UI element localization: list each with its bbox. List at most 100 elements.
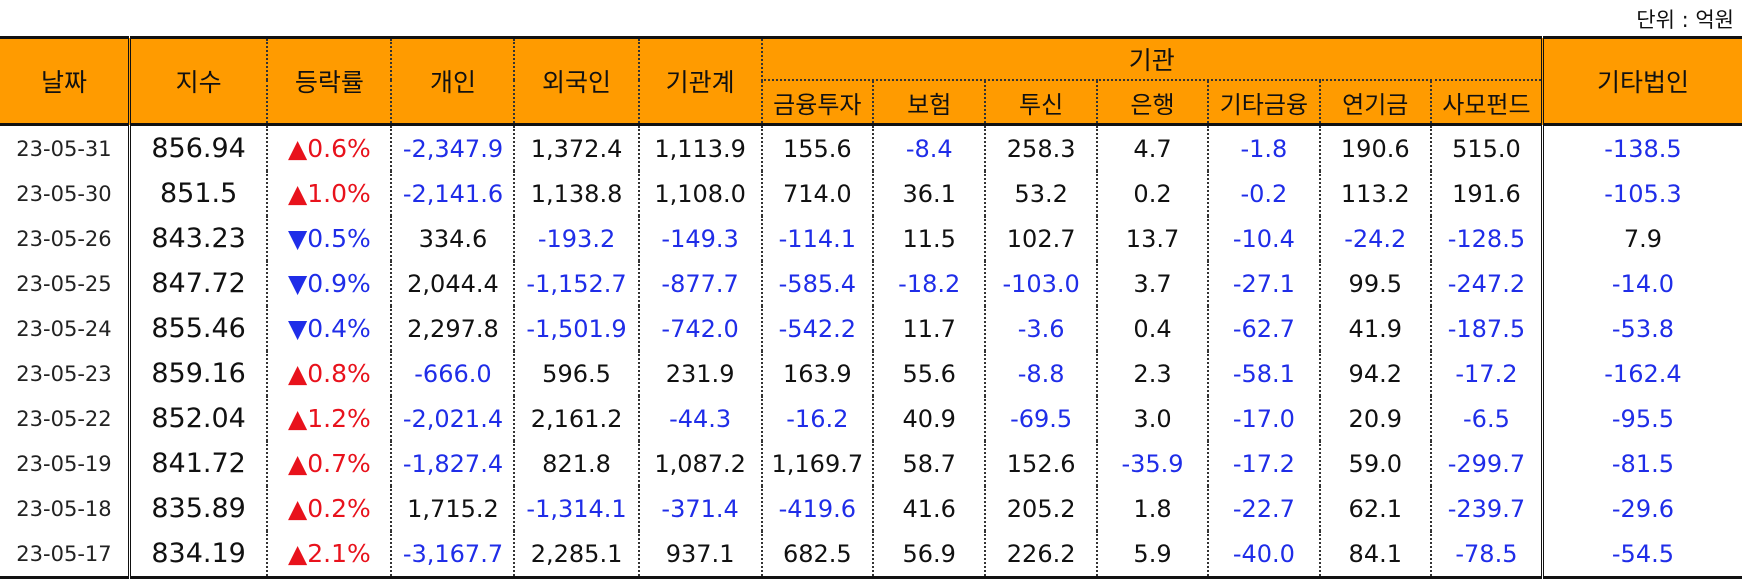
cell-institution-total: -877.7 [637,261,762,306]
cell-foreign: 821.8 [513,441,639,486]
cell-index: 841.72 [151,448,246,479]
cell-private-fund: -128.5 [1429,216,1543,261]
cell-individual: 2,044.4 [390,261,515,306]
unit-label: 단위 : 억원 [1636,8,1734,32]
cell-private-fund: -187.5 [1429,306,1543,351]
cell-financial-investment: 682.5 [760,531,874,578]
cell-insurance: 56.9 [872,531,986,578]
table-row: 23-05-31 856.94 ▲0.6% -2,347.9 1,372.4 1,113.… [0,124,1742,171]
cell-pension: 20.9 [1318,396,1431,441]
table-row: 23-05-17 834.19 ▲2.1% -3,167.7 2,285.1 937.1 6… [0,531,1742,578]
cell-other-finance: -40.0 [1207,531,1320,578]
cell-other-corp: -105.3 [1540,171,1742,216]
table-row: 23-05-22 852.04 ▲1.2% -2,021.4 2,161.2 -44.3-… [0,396,1742,441]
rate-value: 0.5% [307,224,371,253]
triangle-down-icon: ▼ [288,269,308,298]
rate-value: 0.6% [307,134,371,163]
cell-institution-total: -44.3 [637,396,762,441]
header-institution-group: 기관 [760,37,1543,81]
cell-investment-trust: -3.6 [984,306,1097,351]
rate-value: 0.4% [307,314,371,343]
cell-investment-trust: 53.2 [984,171,1097,216]
cell-foreign: -1,314.1 [513,486,639,531]
cell-rate: ▲0.7% [266,441,392,486]
cell-other-finance: -1.8 [1207,124,1320,171]
triangle-up-icon: ▲ [288,494,308,523]
cell-date: 23-05-25 [0,261,131,306]
cell-index: 843.23 [151,223,246,254]
header-insurance: 보험 [872,80,986,126]
header-rate: 등락률 [266,37,392,126]
cell-bank: 13.7 [1095,216,1209,261]
rate-value: 0.7% [307,449,371,478]
cell-pension: 59.0 [1318,441,1431,486]
rate-value: 0.8% [307,359,371,388]
cell-bank: -35.9 [1095,441,1209,486]
cell-other-corp: -53.8 [1540,306,1742,351]
cell-pension: 41.9 [1318,306,1431,351]
cell-individual: -2,141.6 [390,171,515,216]
cell-rate: ▼0.5% [266,216,392,261]
cell-private-fund: -78.5 [1429,531,1543,578]
table-row: 23-05-23 859.16 ▲0.8% -666.0 596.5 231.9 163.9… [0,351,1742,396]
cell-investment-trust: 226.2 [984,531,1097,578]
cell-investment-trust: -8.8 [984,351,1097,396]
cell-other-finance: -58.1 [1207,351,1320,396]
triangle-up-icon: ▲ [288,359,308,388]
cell-rate: ▲0.8% [266,351,392,396]
cell-foreign: -1,152.7 [513,261,639,306]
cell-investment-trust: 152.6 [984,441,1097,486]
cell-index: 835.89 [151,493,246,524]
cell-private-fund: -17.2 [1429,351,1543,396]
cell-insurance: 36.1 [872,171,986,216]
cell-investment-trust: -103.0 [984,261,1097,306]
triangle-up-icon: ▲ [288,404,308,433]
cell-bank: 2.3 [1095,351,1209,396]
header-other-finance: 기타금융 [1207,80,1320,126]
cell-institution-total: 1,113.9 [637,124,762,171]
cell-financial-investment: -16.2 [760,396,874,441]
rate-value: 1.0% [307,179,371,208]
header-institution-total: 기관계 [637,37,762,126]
cell-other-finance: -10.4 [1207,216,1320,261]
cell-investment-trust: 258.3 [984,124,1097,171]
cell-other-corp: -162.4 [1540,351,1742,396]
header-foreign: 외국인 [513,37,639,126]
cell-institution-total: -371.4 [637,486,762,531]
cell-pension: 94.2 [1318,351,1431,396]
triangle-up-icon: ▲ [288,134,308,163]
cell-pension: 99.5 [1318,261,1431,306]
cell-foreign: 1,138.8 [513,171,639,216]
cell-other-corp: -54.5 [1540,531,1742,578]
cell-financial-investment: -114.1 [760,216,874,261]
cell-investment-trust: -69.5 [984,396,1097,441]
cell-index: 851.5 [159,178,238,209]
cell-other-corp: -95.5 [1540,396,1742,441]
table-row: 23-05-25 847.72 ▼0.9% 2,044.4 -1,152.7 -877.7… [0,261,1742,306]
cell-other-finance: -17.0 [1207,396,1320,441]
cell-foreign: 2,161.2 [513,396,639,441]
cell-rate: ▲2.1% [266,531,392,578]
cell-investment-trust: 102.7 [984,216,1097,261]
cell-other-finance: -22.7 [1207,486,1320,531]
cell-individual: 1,715.2 [390,486,515,531]
cell-other-corp: -81.5 [1540,441,1742,486]
cell-insurance: 11.7 [872,306,986,351]
cell-other-finance: -62.7 [1207,306,1320,351]
table-row: 23-05-26 843.23 ▼0.5% 334.6 -193.2 -149.3 -114… [0,216,1742,261]
cell-individual: 2,297.8 [390,306,515,351]
cell-pension: -24.2 [1318,216,1431,261]
header-financial-investment: 금융투자 [760,80,874,126]
table-row: 23-05-24 855.46 ▼0.4% 2,297.8 -1,501.9 -742.0… [0,306,1742,351]
cell-pension: 190.6 [1318,124,1431,171]
cell-pension: 113.2 [1318,171,1431,216]
cell-institution-total: 1,108.0 [637,171,762,216]
rate-value: 0.2% [307,494,371,523]
cell-pension: 84.1 [1318,531,1431,578]
cell-private-fund: -6.5 [1429,396,1543,441]
cell-bank: 0.2 [1095,171,1209,216]
cell-pension: 62.1 [1318,486,1431,531]
cell-bank: 3.7 [1095,261,1209,306]
cell-insurance: 58.7 [872,441,986,486]
cell-other-finance: -27.1 [1207,261,1320,306]
